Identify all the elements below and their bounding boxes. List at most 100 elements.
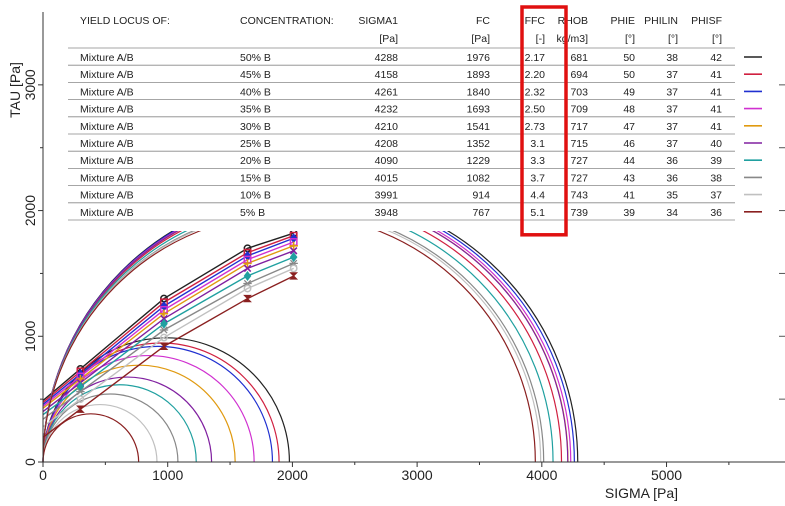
table-unit-cell: [Pa] bbox=[379, 33, 398, 45]
table-cell: 41 bbox=[710, 69, 722, 81]
mohr-circle-5-1 bbox=[42, 196, 569, 463]
table-header-cell: CONCENTRATION: bbox=[240, 15, 334, 27]
data-point-4-3 bbox=[289, 241, 298, 250]
x-tick-label: 2000 bbox=[277, 467, 308, 483]
table-cell: 44 bbox=[623, 155, 635, 167]
table-cell: 37 bbox=[666, 138, 678, 150]
table-cell: 4208 bbox=[375, 138, 399, 150]
x-tick-label: 1000 bbox=[152, 467, 183, 483]
table-cell: 30% B bbox=[240, 121, 271, 133]
table-cell: 41 bbox=[710, 86, 722, 98]
table-cell: 4232 bbox=[375, 104, 399, 116]
data-point-8-0 bbox=[76, 395, 85, 404]
table-cell: 50 bbox=[623, 52, 635, 64]
table-cell: 703 bbox=[570, 86, 588, 98]
table-cell: Mixture A/B bbox=[80, 86, 134, 98]
table-header-cell: PHISF bbox=[691, 15, 722, 27]
axes: SIGMA [Pa] TAU [Pa] 0 1000 2000 3000 4000 500… bbox=[7, 12, 785, 501]
table-cell: 47 bbox=[623, 121, 635, 133]
table-cell: 38 bbox=[710, 172, 722, 184]
y-tick-label: 0 bbox=[22, 458, 38, 466]
table-cell: 37 bbox=[666, 104, 678, 116]
mohr-circle-0-1 bbox=[42, 191, 579, 463]
table-cell: 41 bbox=[623, 190, 635, 202]
table-cell: 914 bbox=[472, 190, 490, 202]
mohr-circle-4-0 bbox=[42, 364, 236, 463]
x-tick-label: 5000 bbox=[651, 467, 682, 483]
table-cell: 34 bbox=[666, 207, 678, 219]
table-cell: 2.32 bbox=[525, 86, 546, 98]
table-cell: 35 bbox=[666, 190, 678, 202]
table-cell: 37 bbox=[666, 69, 678, 81]
table-unit-cell: [°] bbox=[625, 33, 635, 45]
table-cell: 37 bbox=[666, 121, 678, 133]
table-cell: 727 bbox=[570, 155, 588, 167]
table-cell: 43 bbox=[623, 172, 635, 184]
y-axis-label: TAU [Pa] bbox=[7, 62, 23, 118]
table-cell: 4261 bbox=[375, 86, 399, 98]
table-unit-cell: kg/m3] bbox=[556, 33, 588, 45]
table-header-cell: FFC bbox=[525, 15, 546, 27]
mohr-circle-6-0 bbox=[42, 384, 197, 463]
table-cell: 36 bbox=[666, 172, 678, 184]
table-cell: 3.7 bbox=[530, 172, 545, 184]
table-cell: 10% B bbox=[240, 190, 271, 202]
table-cell: 1541 bbox=[467, 121, 491, 133]
table-cell: 1893 bbox=[467, 69, 491, 81]
table-cell: 39 bbox=[710, 155, 722, 167]
table-cell: 46 bbox=[623, 138, 635, 150]
table-cell: 2.73 bbox=[525, 121, 546, 133]
yield-locus-line-8 bbox=[42, 267, 294, 428]
x-tick-label: 3000 bbox=[402, 467, 433, 483]
table-cell: 2.17 bbox=[525, 52, 546, 64]
table-cell: Mixture A/B bbox=[80, 172, 134, 184]
table-cell: 2.50 bbox=[525, 104, 546, 116]
table-cell: 3991 bbox=[375, 190, 399, 202]
table-unit-cell: [°] bbox=[668, 33, 678, 45]
table-cell: 743 bbox=[570, 190, 588, 202]
y-tick-label: 1000 bbox=[22, 321, 38, 352]
data-point-5-3 bbox=[289, 247, 298, 255]
table-cell: 36 bbox=[666, 155, 678, 167]
mohr-circle-9-0 bbox=[42, 413, 140, 463]
data-point-7-0 bbox=[76, 387, 85, 396]
table-cell: 3.1 bbox=[530, 138, 545, 150]
table-cell: 4288 bbox=[375, 52, 399, 64]
table-cell: 1082 bbox=[467, 172, 491, 184]
table-cell: 1352 bbox=[467, 138, 491, 150]
table-cell: 50% B bbox=[240, 52, 271, 64]
data-point-4-2 bbox=[243, 259, 252, 268]
table-cell: 5% B bbox=[240, 207, 265, 219]
table-cell: 3948 bbox=[375, 207, 399, 219]
table-cell: 45% B bbox=[240, 69, 271, 81]
table-cell: 739 bbox=[570, 207, 588, 219]
mohr-circle-8-0 bbox=[42, 404, 158, 463]
mohr-circle-3-0 bbox=[42, 355, 255, 463]
mohr-circle-2-1 bbox=[42, 193, 575, 463]
table-cell: 4015 bbox=[375, 172, 399, 184]
y-tick-label: 3000 bbox=[22, 69, 38, 100]
table-unit-cell: [°] bbox=[712, 33, 722, 45]
table-cell: 4210 bbox=[375, 121, 399, 133]
table-cell: 20% B bbox=[240, 155, 271, 167]
data-point-9-3 bbox=[289, 272, 299, 280]
table-cell: 1840 bbox=[467, 86, 491, 98]
table-cell: 4158 bbox=[375, 69, 399, 81]
table-cell: 4090 bbox=[375, 155, 399, 167]
table-cell: 727 bbox=[570, 172, 588, 184]
table-header-cell: FC bbox=[476, 15, 490, 27]
table-cell: Mixture A/B bbox=[80, 104, 134, 116]
table-cell: 40% B bbox=[240, 86, 271, 98]
data-point-7-1 bbox=[159, 326, 169, 334]
table-header-cell: PHIE bbox=[610, 15, 635, 27]
table-cell: 41 bbox=[710, 121, 722, 133]
x-axis-label: SIGMA [Pa] bbox=[605, 485, 678, 501]
data-point-8-1 bbox=[160, 333, 168, 342]
data-point-6-3 bbox=[289, 252, 298, 263]
data-point-8-2 bbox=[243, 284, 252, 293]
table-cell: 42 bbox=[710, 52, 722, 64]
table-cell: 39 bbox=[623, 207, 635, 219]
table-cell: 1976 bbox=[467, 52, 491, 64]
table-cell: Mixture A/B bbox=[80, 190, 134, 202]
